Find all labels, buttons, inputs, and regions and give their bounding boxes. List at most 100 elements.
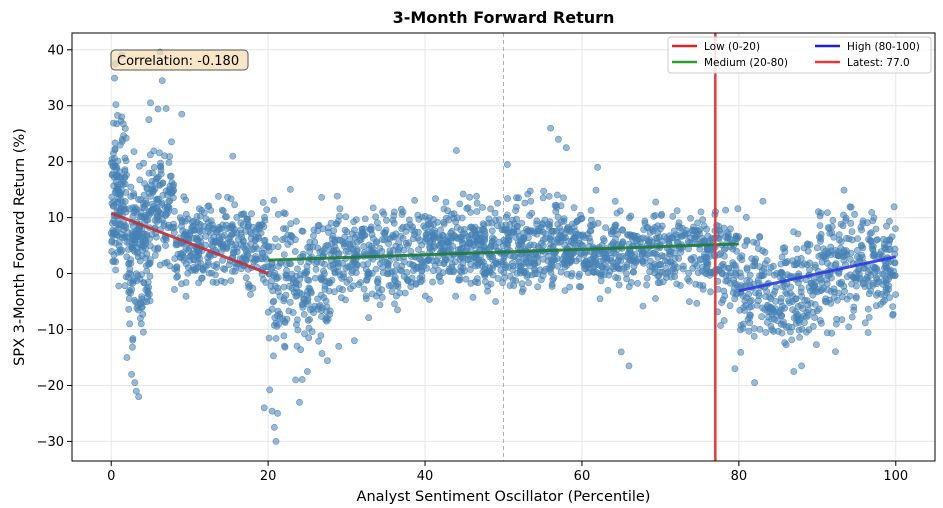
scatter-point [640, 248, 647, 255]
scatter-point [824, 209, 831, 216]
scatter-point [460, 225, 468, 233]
scatter-point [481, 278, 489, 286]
scatter-point [880, 235, 887, 243]
scatter-point [145, 290, 153, 298]
scatter-point [270, 321, 278, 329]
scatter-point [402, 239, 410, 247]
scatter-point [323, 357, 331, 365]
scatter-point [545, 264, 553, 271]
scatter-point [525, 279, 532, 287]
scatter-point [521, 199, 529, 207]
scatter-point [274, 307, 282, 315]
scatter-point [864, 276, 872, 284]
legend-label-low: Low (0-20) [704, 41, 760, 53]
scatter-point [886, 236, 893, 243]
scatter-point [796, 333, 803, 341]
scatter-point [807, 299, 815, 307]
scatter-point [367, 223, 375, 231]
scatter-point [666, 232, 673, 240]
scatter-point [527, 197, 535, 205]
scatter-point [494, 199, 501, 207]
scatter-point [390, 208, 398, 216]
scatter-point [745, 290, 753, 298]
scatter-point [675, 254, 682, 262]
scatter-point [771, 271, 778, 279]
scatter-point [756, 233, 764, 241]
scatter-point [265, 334, 273, 342]
scatter-point [851, 210, 858, 218]
scatter-point [111, 74, 118, 82]
scatter-point [353, 238, 361, 246]
scatter-point [316, 302, 324, 309]
scatter-point [337, 294, 345, 302]
scatter-point [150, 147, 158, 155]
scatter-point [842, 216, 850, 224]
scatter-point [167, 172, 175, 180]
scatter-point [587, 206, 595, 214]
scatter-point [376, 244, 384, 252]
scatter-point [259, 199, 267, 206]
scatter-point [423, 235, 430, 243]
scatter-point [687, 255, 695, 263]
scatter-point [141, 201, 149, 209]
scatter-point [280, 332, 288, 340]
scatter-point [777, 320, 785, 328]
scatter-point [503, 161, 511, 168]
scatter-point [136, 257, 144, 265]
scatter-point [673, 207, 681, 214]
scatter-point [720, 287, 728, 295]
scatter-point [544, 257, 552, 265]
scatter-point [311, 238, 319, 246]
scatter-point [200, 209, 208, 217]
scatter-point [170, 223, 178, 231]
scatter-point [882, 244, 889, 252]
scatter-point [725, 264, 733, 272]
scatter-point [633, 232, 641, 240]
scatter-point [649, 263, 656, 271]
scatter-point [643, 281, 650, 289]
scatter-point [146, 256, 154, 263]
scatter-point [617, 348, 625, 356]
scatter-point [503, 211, 511, 219]
scatter-point [166, 153, 174, 160]
scatter-point [109, 162, 117, 170]
scatter-point [156, 181, 164, 188]
scatter-point [429, 278, 436, 286]
scatter-point [571, 233, 579, 241]
scatter-point [525, 227, 532, 234]
scatter-point [270, 423, 278, 431]
scatter-point [630, 253, 638, 261]
scatter-point [824, 286, 831, 294]
scatter-point [462, 275, 470, 283]
scatter-point [777, 294, 785, 302]
scatter-point [328, 240, 335, 248]
scatter-point [623, 270, 630, 277]
scatter-point [816, 233, 823, 241]
scatter-point [430, 220, 438, 228]
scatter-point [540, 267, 548, 275]
scatter-point [864, 305, 872, 313]
scatter-point [858, 241, 865, 249]
scatter-point [868, 208, 876, 216]
scatter-point [272, 437, 280, 445]
scatter-point [786, 328, 794, 336]
scatter-point [613, 209, 621, 217]
scatter-point [697, 255, 704, 263]
scatter-point [256, 223, 263, 231]
scatter-point [300, 310, 308, 318]
scatter-point [282, 291, 290, 299]
scatter-point [162, 187, 170, 195]
scatter-point [227, 195, 235, 203]
scatter-point [205, 269, 213, 277]
scatter-point [125, 305, 133, 313]
scatter-point [813, 341, 820, 348]
scatter-point [513, 203, 520, 211]
scatter-point [761, 248, 769, 256]
scatter-point [193, 234, 200, 242]
scatter-point [660, 252, 668, 260]
scatter-point [340, 273, 347, 281]
scatter-point [348, 230, 356, 238]
scatter-point [832, 320, 840, 328]
scatter-point [458, 214, 466, 222]
scatter-point [657, 225, 664, 233]
